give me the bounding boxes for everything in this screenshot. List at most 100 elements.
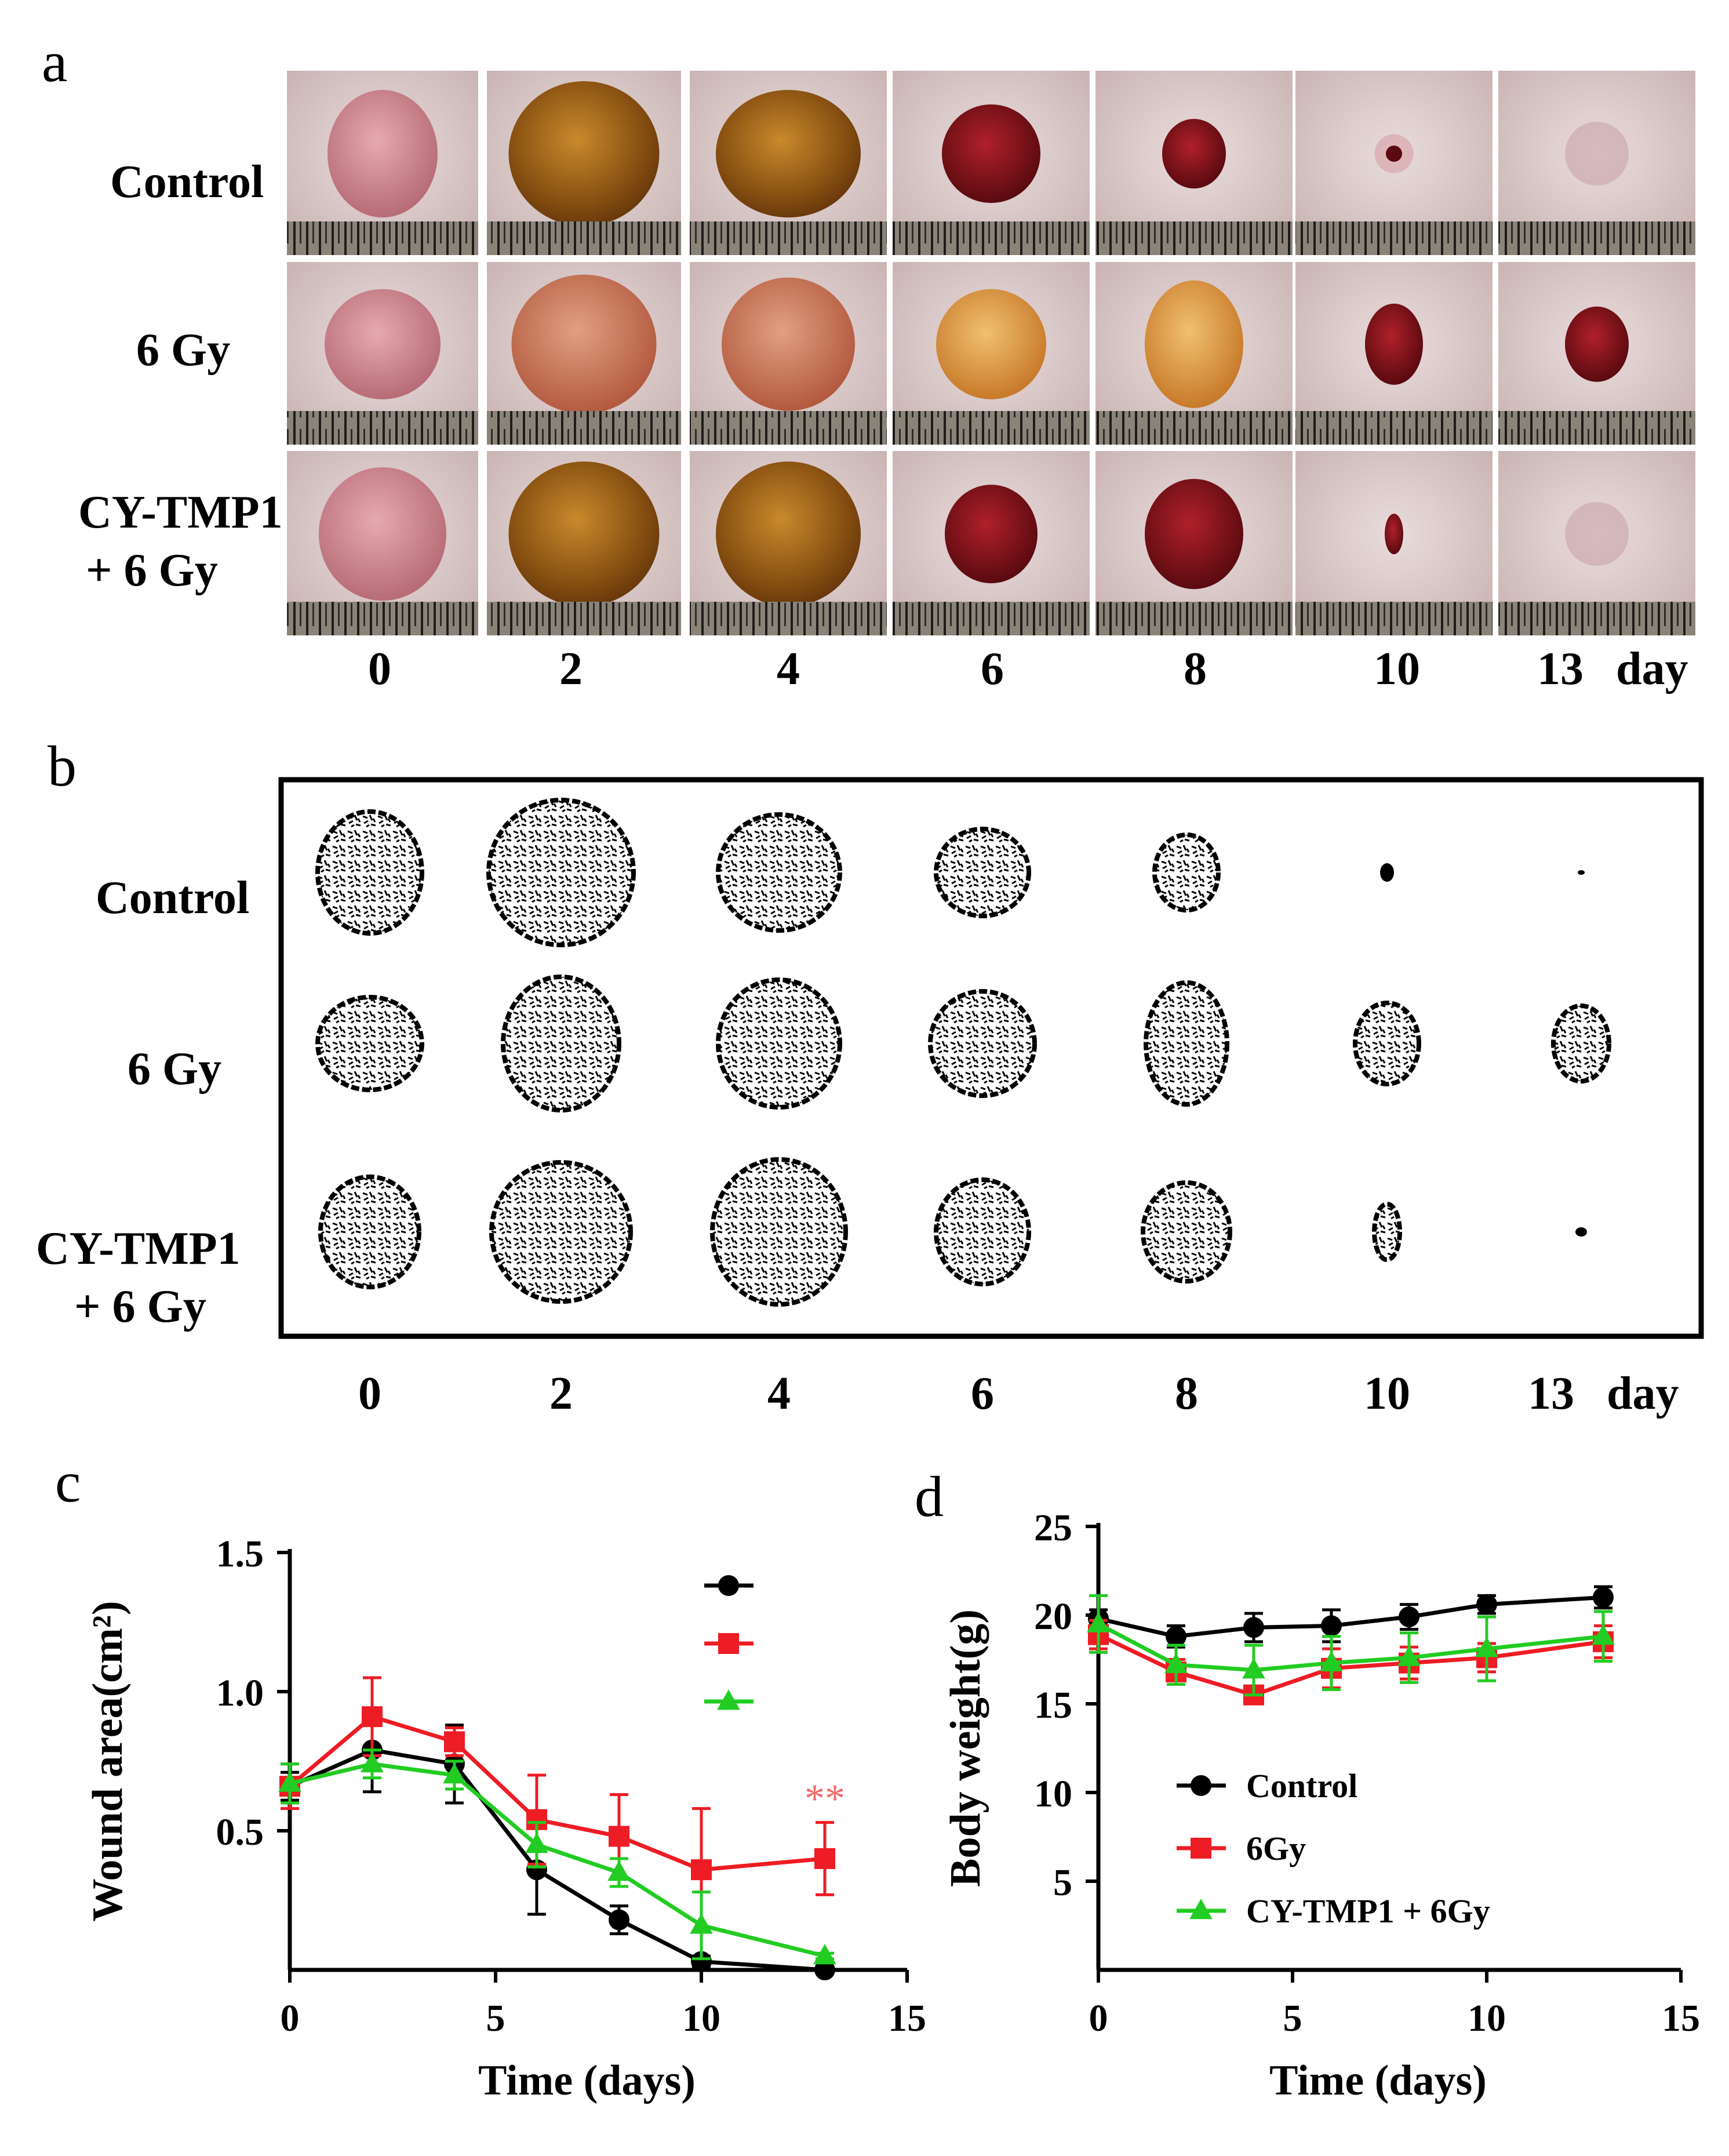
- x-axis-label: Time (days): [478, 2057, 696, 2104]
- wound-outline: [1144, 980, 1229, 1107]
- panel-c: c 0 5 10 15 0.5 1.0 1.5 Time (days) Wound area(c…: [55, 1450, 926, 2104]
- wound-photo: [690, 262, 887, 445]
- wound-photo: [1095, 451, 1293, 635]
- x-tick-label: 0: [281, 1997, 300, 2039]
- data-point: [607, 1860, 631, 1881]
- panel-a-day-2: 2: [559, 643, 583, 695]
- legend-label: Control: [1246, 1767, 1357, 1805]
- legend-item: [704, 1633, 754, 1654]
- series-cy-tmp1-6gy: [1087, 1594, 1615, 1697]
- panel-b-row-cytmp1: CY-TMP1: [36, 1223, 241, 1274]
- panel-b-day-10: 10: [1364, 1368, 1410, 1419]
- data-point: [444, 1731, 465, 1753]
- panel-d-letter: d: [915, 1464, 944, 1529]
- panel-a-row-6gy: 6 Gy: [136, 325, 230, 376]
- data-point: [1166, 1626, 1186, 1647]
- legend-item: [704, 1575, 754, 1596]
- wound-photo: [893, 262, 1090, 445]
- y-tick-label: 15: [1034, 1684, 1072, 1726]
- legend: [704, 1575, 754, 1710]
- data-point: [609, 1826, 629, 1847]
- wound-outline: [1575, 1227, 1587, 1237]
- legend-item: [704, 1689, 754, 1710]
- x-tick-label: 10: [1468, 1997, 1506, 2039]
- data-point: [1321, 1615, 1342, 1637]
- series-control: [1088, 1585, 1614, 1649]
- y-tick-label: 1.0: [216, 1672, 264, 1714]
- legend-label: CY-TMP1 + 6Gy: [1246, 1892, 1490, 1930]
- y-tick-label: 1.5: [216, 1533, 264, 1575]
- panel-a-day-labels: 0 2 4 6 8 10 13 day: [368, 643, 1688, 695]
- panel-d: d 0 5 10 15 5 10 15 20 25 Time (days) Body weight(…: [915, 1464, 1700, 2104]
- wound-photo: [893, 451, 1090, 635]
- legend-item: CY-TMP1 + 6Gy: [1177, 1892, 1490, 1930]
- panel-b-day-labels: 0 2 4 6 8 10 13 day: [358, 1368, 1679, 1419]
- axes: 0 5 10 15 0.5 1.0 1.5 Time (days) Wound area(cm²…: [84, 1533, 926, 2104]
- wound-outline: [315, 995, 424, 1092]
- x-axis-label: Time (days): [1269, 2057, 1487, 2104]
- data-point: [1475, 1637, 1498, 1657]
- y-axis-label: Wound area(cm²): [84, 1601, 132, 1921]
- panel-b-day-0: 0: [358, 1368, 381, 1419]
- y-axis-label: Body weight(g): [942, 1609, 989, 1887]
- panel-a-day-unit: day: [1616, 643, 1688, 695]
- wound-outline: [716, 812, 842, 933]
- wound-photo: [287, 451, 478, 635]
- data-point: [814, 1848, 835, 1869]
- data-point: [525, 1833, 548, 1853]
- panel-a-day-0: 0: [368, 643, 391, 695]
- x-tick-label: 5: [1283, 1997, 1302, 2039]
- wound-outline: [1141, 1180, 1232, 1284]
- panel-b-day-6: 6: [971, 1368, 994, 1419]
- wound-photo: [487, 262, 681, 445]
- panel-b-row-plus6gy: + 6 Gy: [74, 1281, 206, 1332]
- y-tick-label: 5: [1053, 1861, 1072, 1904]
- panel-b-day-8: 8: [1175, 1368, 1198, 1419]
- data-point: [1087, 1612, 1110, 1633]
- panel-a-day-4: 4: [777, 643, 800, 695]
- wound-photo: [1498, 262, 1695, 445]
- wound-outline: [928, 989, 1037, 1098]
- wound-photo: [690, 71, 887, 255]
- panel-a-row-plus6gy: + 6 Gy: [86, 545, 218, 596]
- data-point: [1476, 1594, 1497, 1615]
- wound-outline: [318, 1175, 421, 1289]
- data-point: [690, 1913, 713, 1934]
- x-tick-label: 15: [888, 1997, 926, 2039]
- data-point: [1242, 1658, 1265, 1679]
- y-tick-label: 0.5: [216, 1811, 264, 1853]
- x-tick-label: 10: [682, 1997, 720, 2039]
- wound-photo: [690, 451, 887, 635]
- data-point: [361, 1752, 384, 1773]
- wound-photo: [1095, 71, 1293, 255]
- y-tick-label: 20: [1034, 1595, 1072, 1638]
- panel-b-row-6gy: 6 Gy: [128, 1044, 221, 1095]
- panel-b: b Control 6 Gy CY-TMP1 + 6 Gy 0 2 4 6 8 …: [36, 734, 1704, 1419]
- wound-outline: [1353, 1001, 1421, 1086]
- series-cy-tmp1-6gy: [278, 1748, 836, 1965]
- y-tick-label: 10: [1034, 1773, 1072, 1815]
- wound-outline: [1551, 1004, 1611, 1084]
- panel-a-day-13: 13: [1537, 643, 1584, 695]
- panel-c-letter: c: [55, 1450, 81, 1514]
- panel-a: a Control 6 Gy CY-TMP1 + 6 Gy 0 2 4 6 8 …: [42, 30, 1695, 695]
- y-tick-label: 25: [1034, 1507, 1072, 1549]
- legend: Control 6Gy CY-TMP1 + 6Gy: [1177, 1767, 1490, 1930]
- wound-photo-grid: [287, 71, 1695, 635]
- panel-a-day-6: 6: [981, 643, 1004, 695]
- wound-outline: [710, 1157, 848, 1307]
- legend-label: 6Gy: [1246, 1830, 1306, 1867]
- data-point: [1399, 1606, 1419, 1628]
- data-point: [1164, 1652, 1188, 1674]
- body-weight-chart: 0 5 10 15 5 10 15 20 25 Time (days) Body weight(g)…: [942, 1507, 1700, 2104]
- data-point: [1593, 1587, 1614, 1608]
- series-6gy: [279, 1676, 835, 1933]
- panel-a-letter: a: [42, 30, 67, 94]
- data-point: [691, 1951, 712, 1972]
- wound-outline-grid: [315, 798, 1611, 1307]
- wound-photo: [487, 71, 681, 255]
- wound-photo: [287, 71, 478, 255]
- panel-b-day-2: 2: [549, 1368, 573, 1419]
- panel-a-day-10: 10: [1374, 643, 1420, 695]
